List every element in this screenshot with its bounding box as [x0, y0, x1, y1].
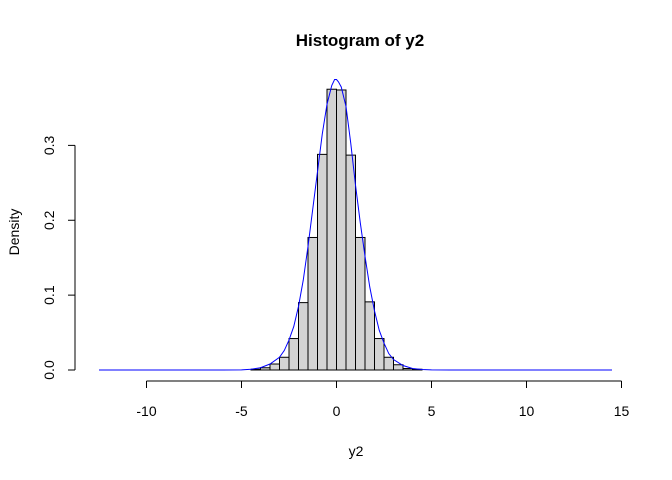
y-axis-label: Density: [6, 209, 22, 256]
histogram-bars: [250, 88, 423, 371]
histogram-bar: [260, 367, 271, 371]
histogram-bar: [317, 153, 328, 371]
x-tick-label: 5: [428, 403, 436, 419]
histogram-bar: [383, 356, 394, 371]
y-tick-label: 0.3: [41, 135, 57, 155]
y-tick-label: 0.1: [41, 285, 57, 305]
histogram-bar: [345, 154, 356, 371]
x-axis-label: y2: [349, 443, 364, 459]
histogram-bar: [393, 364, 404, 371]
y-axis: 0.0 0.1 0.2 0.3: [41, 135, 76, 380]
histogram-bar: [269, 363, 280, 371]
histogram-bar: [307, 236, 318, 371]
x-tick-label: -10: [136, 403, 156, 419]
x-tick-label: 15: [614, 403, 630, 419]
histogram-bar: [326, 88, 337, 371]
histogram-bar: [288, 338, 299, 371]
y-tick-label: 0.0: [41, 360, 57, 380]
x-tick-label: 10: [519, 403, 535, 419]
y-tick-label: 0.2: [41, 210, 57, 230]
histogram-bar: [364, 301, 375, 371]
histogram-bar: [355, 236, 366, 371]
x-tick-label: -5: [235, 403, 248, 419]
density-line-group: [99, 79, 612, 371]
histogram-bar: [402, 368, 413, 371]
histogram-bar: [374, 338, 385, 371]
x-tick-label: 0: [333, 403, 341, 419]
histogram-bar: [279, 356, 290, 371]
density-line: [99, 79, 612, 371]
chart-title: Histogram of y2: [296, 31, 424, 50]
histogram-bar: [336, 89, 347, 371]
histogram-bar: [298, 302, 309, 371]
x-axis: -10 -5 0 5 10 15: [136, 380, 630, 419]
